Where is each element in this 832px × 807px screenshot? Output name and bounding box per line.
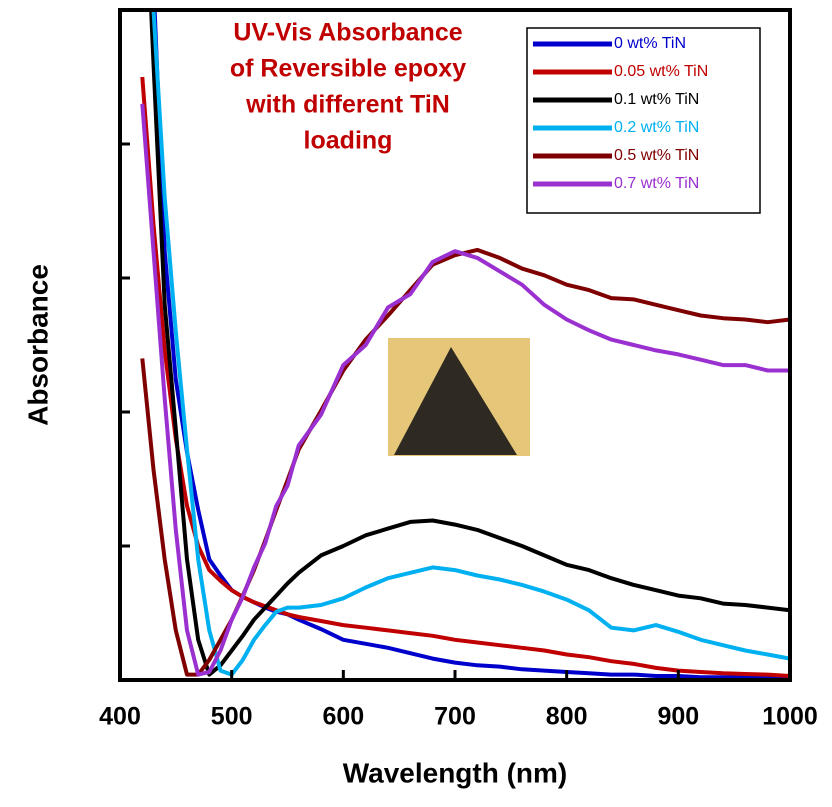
title-line: of Reversible epoxy — [230, 55, 466, 83]
series-line — [140, 103, 790, 677]
series-line — [151, 10, 790, 677]
series-line — [152, 10, 790, 680]
inset-triangle — [394, 347, 517, 455]
legend-label: 0.1 wt% TiN — [614, 91, 699, 108]
title-line: UV-Vis Absorbance — [233, 19, 462, 47]
plot-lines — [140, 10, 790, 680]
legend-label: 0.5 wt% TiN — [614, 147, 699, 164]
legend-label: 0.05 wt% TiN — [614, 63, 708, 80]
legend-label: 0 wt% TiN — [614, 35, 686, 52]
x-tick-label: 900 — [657, 703, 699, 731]
series-line — [149, 10, 790, 677]
x-tick-label: 800 — [546, 703, 588, 731]
x-axis-label: Wavelength (nm) — [343, 757, 568, 788]
x-tick-label: 400 — [99, 703, 141, 731]
title-line: with different TiN — [245, 91, 450, 119]
inset-photo — [388, 338, 530, 456]
legend-label: 0.2 wt% TiN — [614, 119, 699, 136]
series-line — [140, 247, 790, 677]
series-line — [140, 76, 790, 678]
x-tick-label: 500 — [211, 703, 253, 731]
x-tick-label: 700 — [434, 703, 476, 731]
x-tick-label: 1000 — [762, 703, 818, 731]
x-tick-label: 600 — [322, 703, 364, 731]
y-axis-label: Absorbance — [22, 264, 53, 426]
legend-label: 0.7 wt% TiN — [614, 175, 699, 192]
title-line: loading — [304, 127, 393, 155]
